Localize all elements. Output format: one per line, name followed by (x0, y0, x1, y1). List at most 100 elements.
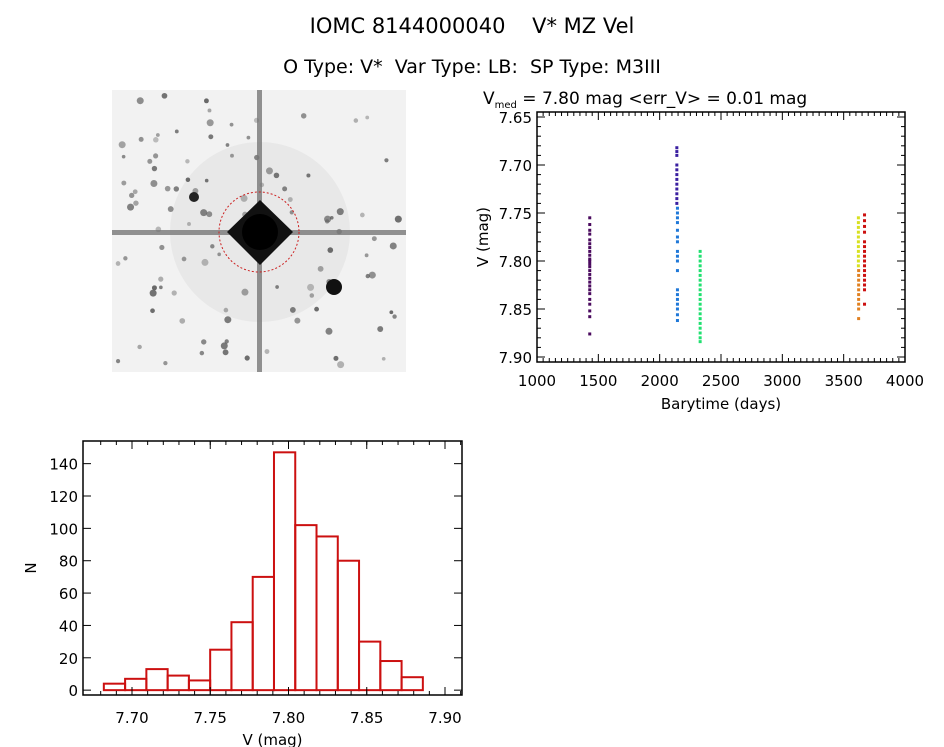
data-point (698, 307, 702, 311)
histogram-bar (251, 575, 275, 692)
chart-title: IOMC 8144000040 V* MZ Vel (309, 14, 635, 38)
data-point (856, 240, 860, 244)
y-tick-label: 80 (59, 553, 78, 571)
y-tick-label: 7.75 (499, 205, 532, 223)
data-point (588, 216, 592, 220)
x-tick-label: 7.70 (115, 709, 148, 727)
data-point (698, 269, 702, 273)
data-point (675, 201, 679, 205)
data-point (698, 317, 702, 321)
data-point (675, 187, 679, 191)
data-point (698, 331, 702, 335)
data-point (675, 297, 679, 301)
x-tick-label: 2000 (641, 372, 679, 390)
data-point (588, 257, 592, 261)
data-point (675, 293, 679, 297)
y-tick-label: 7.80 (499, 253, 532, 271)
data-point (857, 317, 861, 321)
data-point (863, 230, 867, 234)
x-tick-label: 7.80 (272, 709, 305, 727)
histogram-bar (400, 676, 424, 692)
data-point (857, 273, 861, 277)
data-point (698, 302, 702, 306)
y-tick-label: 20 (59, 650, 78, 668)
data-point (856, 254, 860, 258)
data-point (588, 232, 592, 236)
data-point (863, 245, 867, 249)
data-point (588, 249, 592, 253)
y-axis-label: V (mag) (474, 207, 492, 267)
data-point (857, 278, 861, 282)
y-tick-label: 7.85 (499, 301, 532, 319)
data-point (863, 264, 867, 268)
data-point (856, 216, 860, 220)
data-point (698, 273, 702, 277)
data-point (588, 309, 592, 313)
data-point (588, 332, 592, 336)
data-point (675, 269, 679, 273)
data-point (856, 235, 860, 239)
data-point (863, 283, 867, 287)
data-point (698, 254, 702, 258)
data-point (856, 245, 860, 249)
data-point (675, 228, 679, 232)
data-point (588, 280, 592, 284)
data-point (856, 264, 860, 268)
data-point (863, 259, 867, 263)
plot-title: Vmed = 7.80 mag <err_V> = 0.01 mag (483, 89, 807, 111)
data-point (863, 249, 867, 253)
y-tick-label: 60 (59, 585, 78, 603)
data-point (588, 228, 592, 232)
x-axis-label: Barytime (days) (661, 395, 781, 413)
data-point (698, 259, 702, 263)
data-point (675, 259, 679, 263)
data-point (698, 278, 702, 282)
y-tick-label: 0 (68, 682, 78, 700)
data-point (863, 219, 867, 223)
data-point (698, 297, 702, 301)
data-point (588, 259, 592, 263)
y-tick-label: 140 (49, 456, 78, 474)
data-point (588, 297, 592, 301)
data-point (698, 336, 702, 340)
data-point (588, 253, 592, 257)
data-point (675, 177, 679, 181)
data-point (698, 293, 702, 297)
data-point (856, 259, 860, 263)
data-point (863, 240, 867, 244)
y-tick-label: 100 (49, 520, 78, 538)
data-point (863, 213, 867, 217)
data-point (675, 206, 679, 210)
data-point (675, 307, 679, 311)
x-tick-label: 7.90 (428, 709, 461, 727)
data-point (863, 254, 867, 258)
data-point (856, 221, 860, 225)
x-tick-label: 1000 (518, 372, 556, 390)
data-point (863, 278, 867, 282)
data-point (863, 273, 867, 277)
y-tick-label: 7.90 (499, 349, 532, 367)
data-point (588, 269, 592, 273)
x-tick-label: 2500 (702, 372, 740, 390)
data-point (698, 283, 702, 287)
data-point (675, 249, 679, 253)
data-point (857, 293, 861, 297)
histogram-bar (379, 660, 403, 692)
data-point (675, 146, 679, 150)
histogram-bar (358, 640, 382, 692)
data-point (857, 297, 861, 301)
histogram-bar (166, 674, 190, 692)
data-point (675, 150, 679, 154)
y-axis-label: N (22, 562, 40, 573)
data-point (856, 230, 860, 234)
histogram-bar (209, 648, 233, 692)
data-point (698, 264, 702, 268)
y-tick-label: 40 (59, 617, 78, 635)
data-point (863, 269, 867, 273)
histogram-bar (145, 668, 169, 692)
x-tick-label: 1500 (579, 372, 617, 390)
data-point (675, 211, 679, 215)
data-point (675, 182, 679, 186)
histogram-bar (315, 535, 339, 692)
